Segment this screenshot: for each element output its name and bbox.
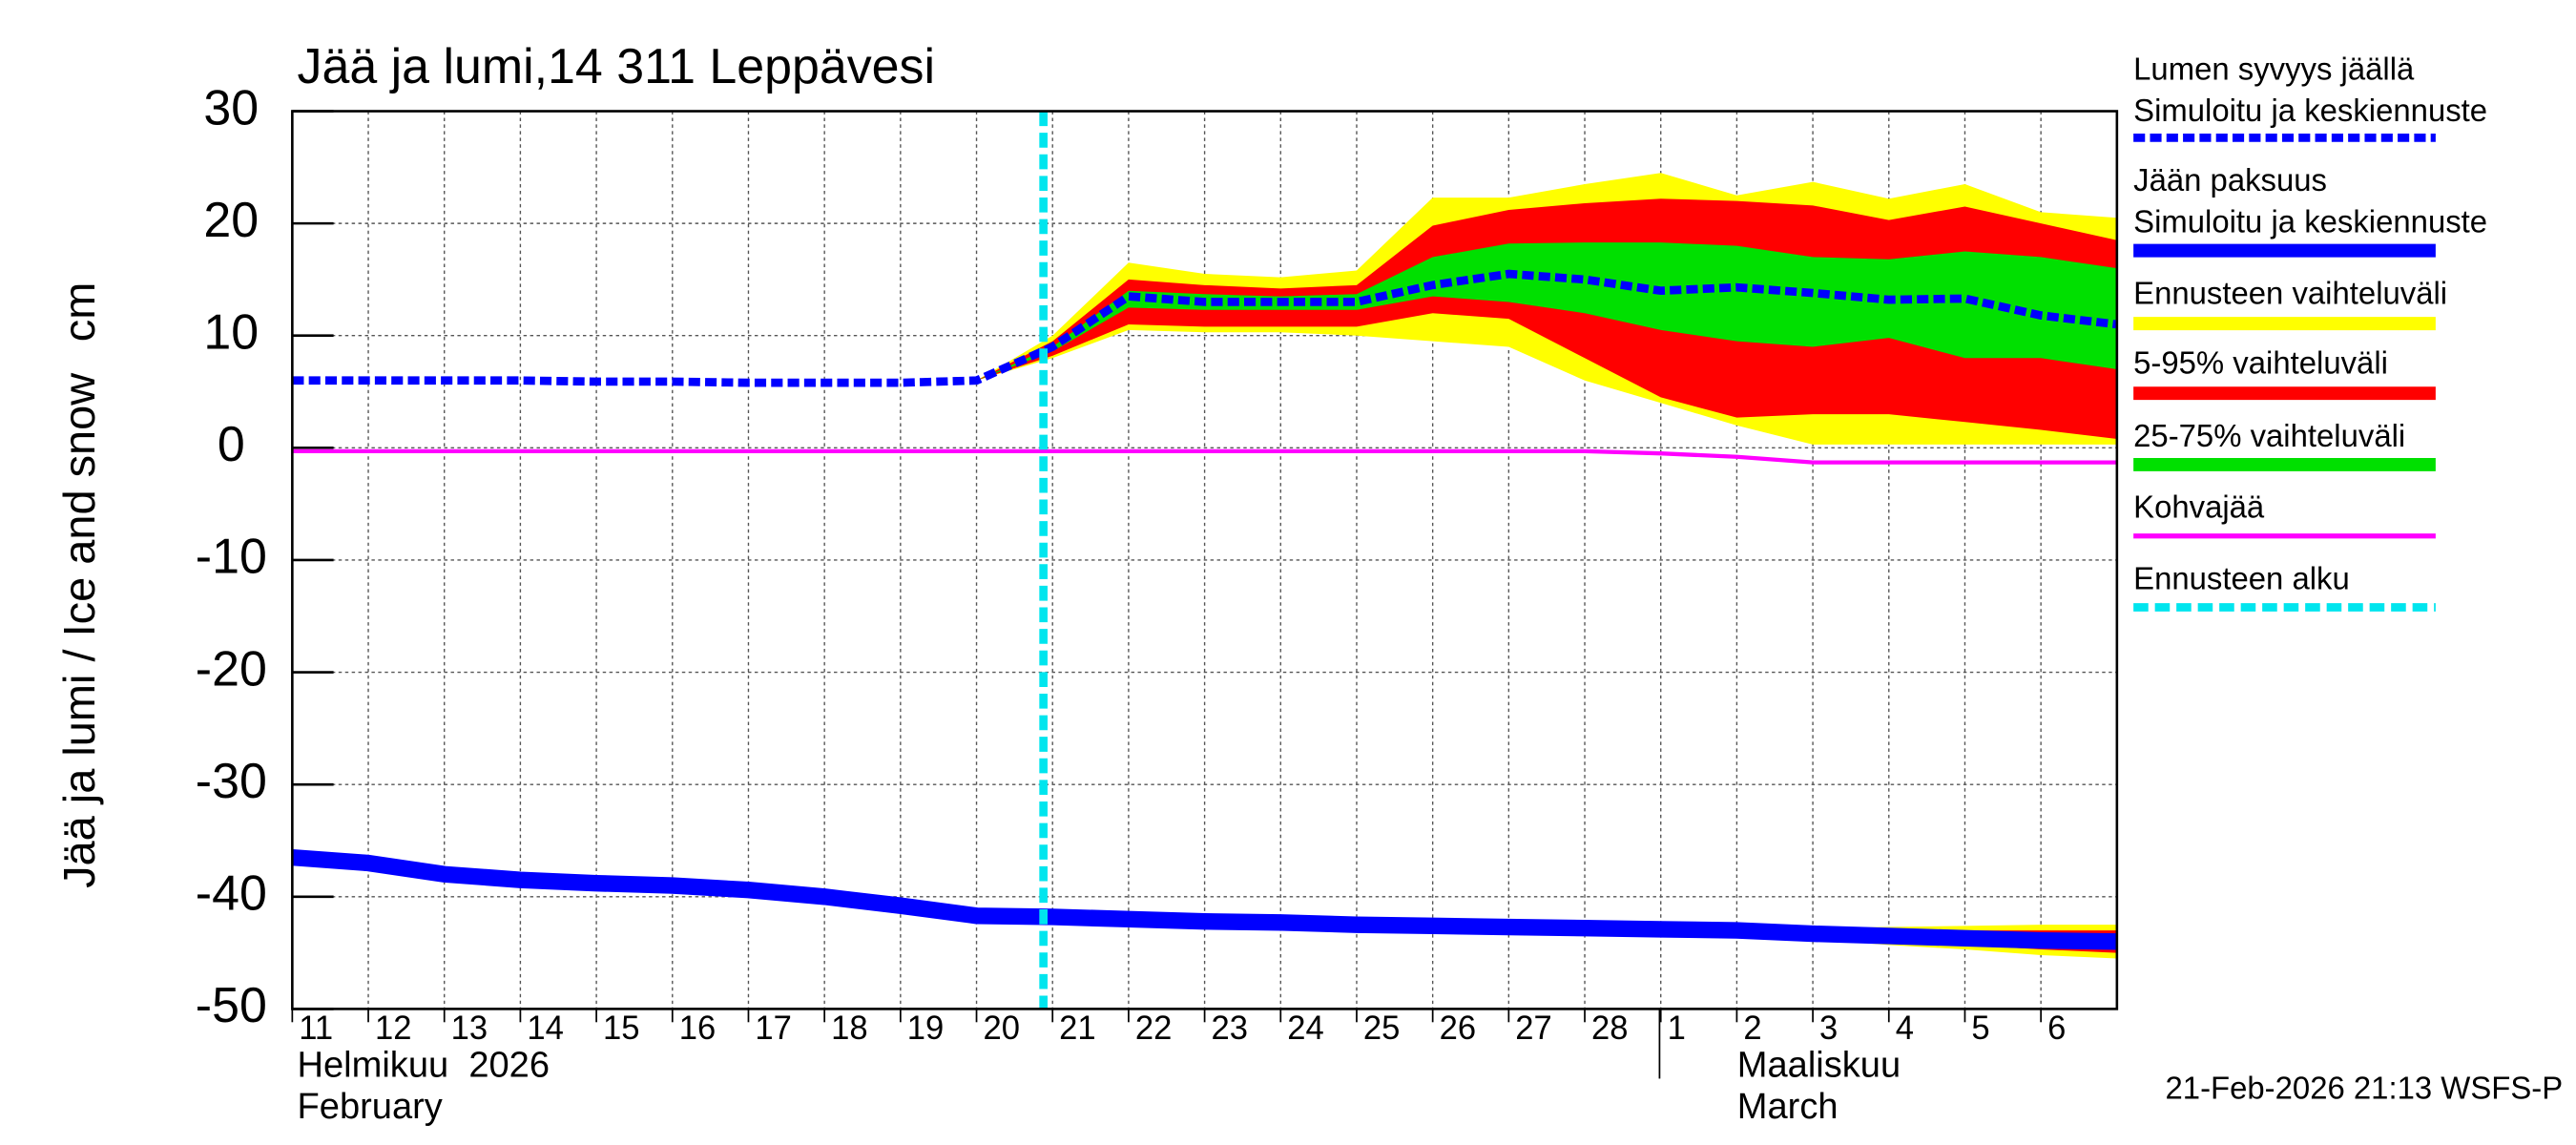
x-tick-label: 16 [679,1010,717,1047]
series-line [291,848,2117,950]
y-tick-label: -10 [196,530,267,585]
x-tick-label: 26 [1440,1010,1477,1047]
legend-label: Jään paksuus [2133,162,2327,198]
series-line [292,269,2118,387]
month-label: Helmikuu 2026 [298,1044,550,1085]
y-axis-label: Jää ja lumi / Ice and snow [54,373,104,888]
x-tick-label: 5 [1971,1010,1989,1047]
legend-label: Lumen syvyys jäällä [2133,51,2415,86]
x-tick-label: 17 [755,1010,792,1047]
legend-label: Simuloitu ja keskiennuste [2133,203,2487,239]
x-tick-label: 6 [2047,1010,2066,1047]
month-label: Maaliskuu [1737,1044,1901,1085]
x-tick-label: 1 [1668,1010,1686,1047]
legend-label: 25-75% vaihteluväli [2133,418,2405,453]
x-tick-label: 15 [603,1010,640,1047]
x-tick-label: 4 [1896,1010,1914,1047]
x-tick-label: 27 [1515,1010,1552,1047]
x-tick-label: 3 [1819,1010,1838,1047]
y-tick-label: -30 [196,754,267,809]
x-tick-label: 18 [831,1010,868,1047]
month-label: March [1737,1086,1839,1127]
x-tick-label: 19 [907,1010,945,1047]
legend-label: Kohvajää [2133,489,2265,525]
y-tick-label: 30 [203,80,259,135]
x-tick-label: 23 [1212,1010,1249,1047]
y-tick-label: -20 [196,641,267,697]
x-tick-label: 28 [1591,1010,1629,1047]
x-tick-label: 20 [983,1010,1020,1047]
series-line [292,448,2117,465]
legend-label: Ennusteen vaihteluväli [2133,275,2447,310]
x-tick-label: 11 [299,1010,333,1047]
x-tick-label: 25 [1363,1010,1401,1047]
y-tick-label: -50 [196,978,267,1033]
x-tick-label: 22 [1135,1010,1173,1047]
legend-label: 5-95% vaihteluväli [2133,344,2388,380]
x-tick-label: 12 [375,1010,412,1047]
timestamp: 21-Feb-2026 21:13 WSFS-P [2166,1070,2564,1105]
y-axis-unit: cm [54,282,104,343]
y-tick-label: -40 [196,865,267,921]
x-tick-label: 13 [451,1010,488,1047]
legend-label: Simuloitu ja keskiennuste [2133,93,2487,128]
x-tick-label: 21 [1059,1010,1096,1047]
plot-frame [291,110,2119,1010]
month-label: February [298,1086,443,1127]
y-tick-label: 0 [218,417,245,472]
x-tick-label: 14 [527,1010,564,1047]
x-tick-label: 2 [1743,1010,1761,1047]
x-tick-label: 24 [1287,1010,1324,1047]
legend-label: Ennusteen alku [2133,560,2350,595]
y-tick-label: 20 [203,193,259,248]
y-tick-label: 10 [203,304,259,360]
chart-title: Jää ja lumi,14 311 Leppävesi [298,39,935,94]
band [976,242,2117,381]
